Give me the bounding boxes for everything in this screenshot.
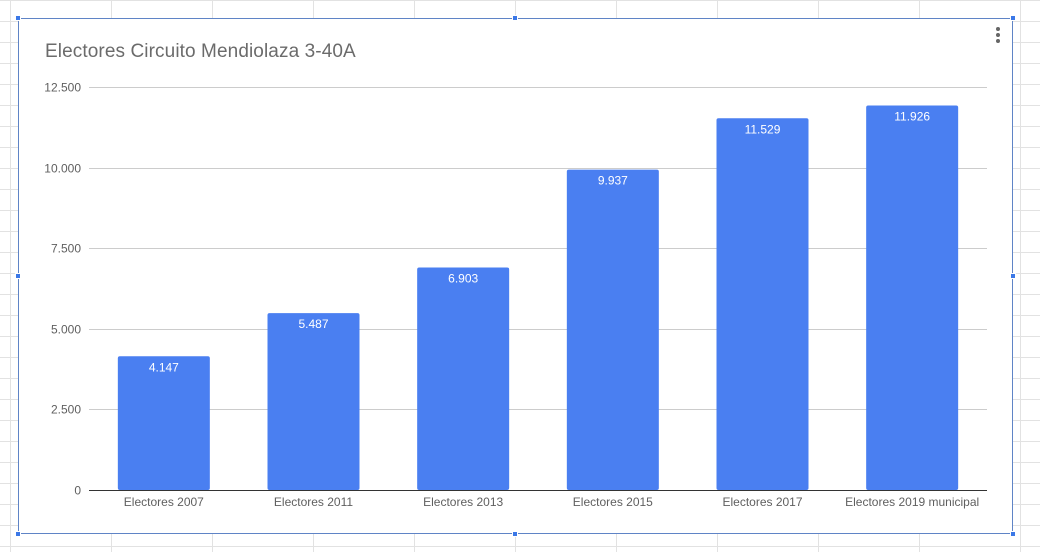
data-label: 11.926 (894, 110, 930, 124)
x-tick-label: Electores 2011 (274, 495, 353, 509)
bar (716, 118, 809, 490)
y-tick-label: 5.000 (51, 323, 81, 337)
resize-handle-top-center[interactable] (512, 15, 518, 21)
bar (267, 313, 360, 490)
resize-handle-bottom-right[interactable] (1010, 531, 1016, 537)
y-tick-label: 10.000 (44, 162, 81, 176)
resize-handle-bottom-center[interactable] (512, 531, 518, 537)
bar (417, 267, 510, 490)
resize-handle-middle-left[interactable] (15, 273, 21, 279)
bar (117, 356, 210, 490)
resize-handle-top-left[interactable] (15, 15, 21, 21)
y-tick-label: 12.500 (44, 81, 81, 95)
bar (866, 105, 959, 490)
y-tick-label: 7.500 (51, 242, 81, 256)
chart-container[interactable]: Electores Circuito Mendiolaza 3-40A 0 2.5… (18, 18, 1013, 534)
chart-title: Electores Circuito Mendiolaza 3-40A (45, 41, 356, 62)
y-tick-label: 2.500 (51, 403, 81, 417)
resize-handle-middle-right[interactable] (1010, 273, 1016, 279)
x-tick-label: Electores 2017 (722, 495, 802, 509)
data-label: 5.487 (298, 317, 328, 331)
bar-chart-plot: 0 2.500 5.000 7.500 10.000 12.500 4.147 Elector… (44, 81, 987, 509)
x-tick-label: Electores 2013 (423, 495, 503, 509)
data-label: 11.529 (745, 122, 781, 136)
x-tick-label: Electores 2007 (124, 495, 204, 509)
resize-handle-top-right[interactable] (1010, 15, 1016, 21)
x-tick-label: Electores 2019 municipal (845, 495, 979, 509)
x-tick-label: Electores 2015 (573, 495, 653, 509)
resize-handle-bottom-left[interactable] (15, 531, 21, 537)
more-vert-icon[interactable] (991, 25, 1005, 45)
bar (566, 169, 659, 491)
data-label: 6.903 (448, 271, 478, 285)
y-tick-label: 0 (74, 484, 81, 498)
data-label: 4.147 (149, 360, 179, 374)
data-label: 9.937 (598, 174, 628, 188)
